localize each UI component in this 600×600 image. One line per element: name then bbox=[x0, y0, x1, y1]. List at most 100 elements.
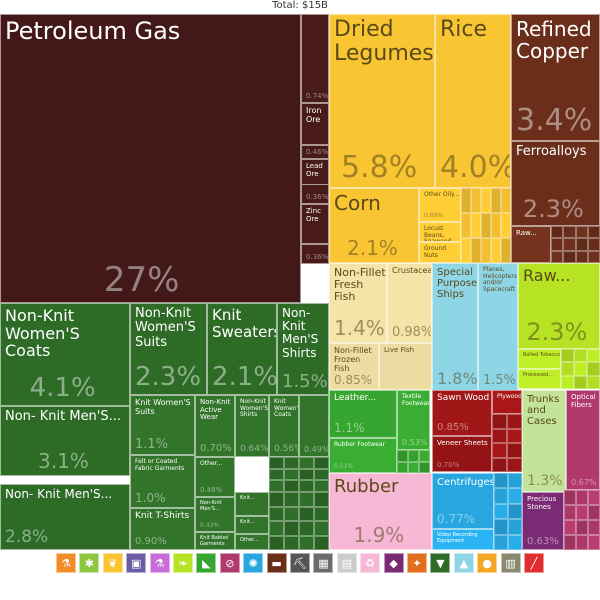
tile-knit-women-s-coats[interactable]: Knit Women'S Coats 0.56% bbox=[269, 395, 299, 457]
minor-tile[interactable] bbox=[587, 238, 600, 251]
tile-iron-ore[interactable]: Iron Ore bbox=[301, 103, 329, 145]
minor-tile[interactable] bbox=[471, 188, 481, 213]
minor-tile[interactable] bbox=[461, 188, 471, 213]
tile-unlabeled[interactable]: 0.49% bbox=[299, 395, 329, 457]
tile-special-purpose-ships[interactable]: Special Purpose Ships 1.8% bbox=[432, 263, 478, 391]
shirt-icon[interactable]: ▼ bbox=[430, 553, 451, 573]
tile-non-knit-men-s[interactable]: Non- Knit Men'S... 2.8% bbox=[0, 484, 130, 550]
tile-refined-copper[interactable]: Refined Copper 3.4% bbox=[511, 14, 600, 141]
minor-tile[interactable] bbox=[575, 250, 588, 263]
tile-precious-stones[interactable]: Precious Stones 0.63% bbox=[522, 492, 564, 550]
tile-processed[interactable]: Processed... bbox=[518, 369, 561, 389]
tile-other-oily[interactable]: Other Oily... 0.69% bbox=[419, 188, 461, 222]
minor-tile[interactable] bbox=[508, 473, 522, 489]
tile-rice[interactable]: Rice 4.0% bbox=[435, 14, 511, 188]
minor-tile[interactable] bbox=[501, 213, 511, 238]
minor-tile[interactable] bbox=[588, 535, 600, 550]
minor-tile[interactable] bbox=[551, 238, 564, 251]
minor-tile[interactable] bbox=[508, 519, 522, 535]
tile-zinc-ore[interactable]: Zinc Ore bbox=[301, 204, 329, 244]
minor-tile[interactable] bbox=[269, 535, 284, 550]
minor-tile[interactable] bbox=[563, 226, 576, 239]
tile-leather[interactable]: Leather... 1.1% bbox=[329, 390, 397, 438]
tile-unlabeled[interactable]: 0.36% bbox=[301, 244, 329, 264]
minor-tile[interactable] bbox=[491, 213, 501, 238]
tile-optical-fibers[interactable]: Optical Fibers 0.67% bbox=[566, 390, 600, 490]
minor-tile[interactable] bbox=[314, 506, 329, 521]
minor-tile[interactable] bbox=[564, 505, 576, 520]
tile-knit-t-shirts[interactable]: Knit T-Shirts 0.90% bbox=[130, 508, 195, 550]
tile-ground-nuts[interactable]: Ground Nuts bbox=[419, 242, 461, 263]
minor-tile[interactable] bbox=[299, 480, 314, 492]
tile-crustaceans[interactable]: Crustaceans 0.98% bbox=[387, 263, 432, 343]
minor-tile[interactable] bbox=[588, 490, 600, 505]
minor-tile[interactable] bbox=[408, 450, 419, 462]
minor-tile[interactable] bbox=[491, 188, 501, 213]
pickaxe-icon[interactable]: ⛏ bbox=[290, 553, 310, 573]
minor-tile[interactable] bbox=[492, 428, 507, 443]
minor-tile[interactable] bbox=[561, 349, 574, 363]
minor-tile[interactable] bbox=[587, 349, 600, 363]
tile-plywood[interactable]: Plywood bbox=[492, 390, 522, 414]
tile-unlabeled[interactable]: 0.36% bbox=[301, 184, 329, 204]
minor-tile[interactable] bbox=[284, 480, 299, 492]
tile-centrifuges[interactable]: Centrifuges 0.77% bbox=[432, 473, 494, 529]
minor-tile[interactable] bbox=[494, 473, 508, 489]
minor-tile[interactable] bbox=[299, 506, 314, 521]
minor-tile[interactable] bbox=[314, 480, 329, 492]
minor-tile[interactable] bbox=[576, 535, 588, 550]
minor-tile[interactable] bbox=[561, 375, 574, 389]
minor-tile[interactable] bbox=[494, 503, 508, 520]
minor-tile[interactable] bbox=[494, 534, 508, 550]
minor-tile[interactable] bbox=[314, 468, 329, 481]
tile-sawn-wood[interactable]: Sawn Wood 0.85% bbox=[432, 390, 492, 436]
minor-tile[interactable] bbox=[508, 488, 522, 504]
tile-ferroalloys[interactable]: Ferroalloys 2.3% bbox=[511, 141, 600, 226]
minor-tile[interactable] bbox=[563, 250, 576, 263]
minor-tile[interactable] bbox=[299, 457, 314, 469]
minor-tile[interactable] bbox=[494, 488, 508, 504]
tile-unlabeled[interactable]: 0.74% bbox=[301, 14, 329, 103]
minor-tile[interactable] bbox=[576, 490, 588, 505]
flask-icon[interactable]: ⚗ bbox=[56, 553, 76, 573]
tile-textile-footwear[interactable]: Textile Footwear 0.53% bbox=[397, 390, 430, 450]
minor-tile[interactable] bbox=[299, 492, 314, 507]
minor-tile[interactable] bbox=[299, 468, 314, 481]
flask2-icon[interactable]: ⚗ bbox=[149, 553, 170, 573]
tile-knit[interactable]: Knit... bbox=[235, 492, 269, 516]
tile-non-fillet-frozen-fish[interactable]: Non-Fillet Frozen Fish 0.85% bbox=[329, 343, 379, 390]
tile-other[interactable]: Other... 0.48% bbox=[195, 457, 235, 497]
minor-tile[interactable] bbox=[314, 535, 329, 550]
star-icon[interactable]: ✱ bbox=[79, 553, 100, 573]
minor-tile[interactable] bbox=[574, 375, 587, 389]
minor-tile[interactable] bbox=[314, 521, 329, 536]
minor-tile[interactable] bbox=[574, 362, 587, 376]
minor-tile[interactable] bbox=[397, 461, 408, 473]
road-icon[interactable]: ▲ bbox=[453, 553, 474, 573]
tile-video-recording-equipment[interactable]: Video Recording Equipment bbox=[432, 529, 494, 550]
recycle-icon[interactable]: ♻ bbox=[360, 553, 381, 573]
minor-tile[interactable] bbox=[551, 250, 564, 263]
minor-tile[interactable] bbox=[419, 461, 430, 473]
minor-tile[interactable] bbox=[269, 468, 284, 481]
minor-tile[interactable] bbox=[299, 521, 314, 536]
tile-veneer-sheets[interactable]: Veneer Sheets 0.70% bbox=[432, 436, 492, 472]
minor-tile[interactable] bbox=[284, 468, 299, 481]
tile-raw[interactable]: Raw... 2.3% bbox=[518, 263, 600, 349]
minor-tile[interactable] bbox=[492, 457, 507, 472]
minor-tile[interactable] bbox=[419, 450, 430, 462]
minor-tile[interactable] bbox=[587, 250, 600, 263]
tile-non-knit-active-wear[interactable]: Non-Knit Active Wear 0.70% bbox=[195, 395, 235, 457]
minor-tile[interactable] bbox=[587, 362, 600, 376]
minor-tile[interactable] bbox=[492, 414, 507, 429]
minor-tile[interactable] bbox=[314, 492, 329, 507]
minor-tile[interactable] bbox=[507, 457, 522, 472]
metal-icon[interactable]: ▬ bbox=[266, 553, 287, 573]
tile-petroleum-gas[interactable]: Petroleum Gas 27% bbox=[0, 14, 301, 303]
tile-planes-helicopters-and-or-spacecraft[interactable]: Planes, Helicopters, and/or Spacecraft 1.… bbox=[478, 263, 518, 391]
tile-non-knit-women-s-shirts[interactable]: Non-Knit Women'S Shirts 0.64% bbox=[235, 395, 269, 457]
minor-tile[interactable] bbox=[284, 457, 299, 469]
tile-other[interactable]: Other... bbox=[235, 534, 269, 550]
minor-tile[interactable] bbox=[588, 520, 600, 535]
tile-non-knit-men-s[interactable]: Non-Knit Men'S... 0.43% bbox=[195, 497, 235, 532]
